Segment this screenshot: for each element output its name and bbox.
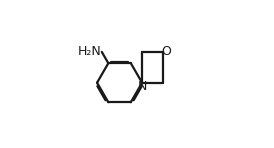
Text: O: O (161, 45, 171, 58)
Text: N: N (138, 80, 147, 93)
Text: H₂N: H₂N (78, 45, 101, 58)
